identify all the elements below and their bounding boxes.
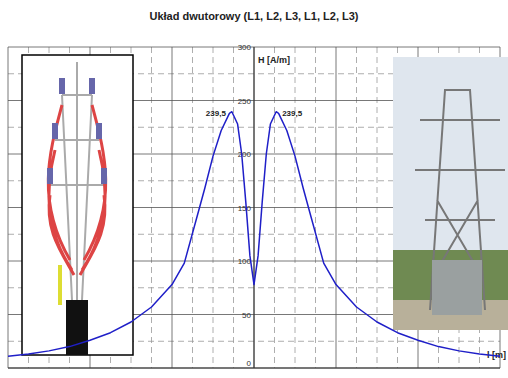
grid-line xyxy=(172,47,173,368)
chart: Układ dwutorowy (L1, L2, L3, L1, L2, L3)… xyxy=(0,0,508,378)
title: Układ dwutorowy (L1, L2, L3, L1, L2, L3) xyxy=(149,10,358,22)
x-axis xyxy=(8,368,500,369)
y-tick-label: 250 xyxy=(238,97,252,106)
y-axis xyxy=(254,47,255,368)
plot-area xyxy=(8,112,500,356)
y-tick-label: 100 xyxy=(238,257,252,266)
y-tick-label: 300 xyxy=(238,43,252,52)
annotation: 239,5 xyxy=(282,109,303,118)
annotation: 239,5 xyxy=(206,109,227,118)
y-tick-label: 150 xyxy=(238,204,252,213)
y-tick-label: 200 xyxy=(238,150,252,159)
grid-line xyxy=(336,47,337,368)
grid-line xyxy=(8,368,500,369)
line xyxy=(8,112,500,356)
grid-line xyxy=(8,47,9,368)
tower-photo xyxy=(393,57,508,330)
tower-drawing xyxy=(22,55,133,355)
y-tick-label: 50 xyxy=(242,311,251,320)
y-axis-label: H [A/m] xyxy=(258,55,290,65)
grid-line xyxy=(254,47,255,368)
y-tick-label: 0 xyxy=(247,359,252,368)
